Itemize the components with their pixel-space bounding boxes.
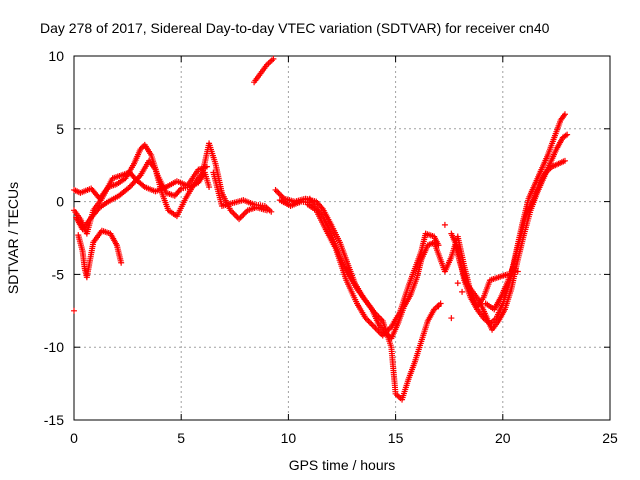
data-point <box>448 315 455 322</box>
data-point <box>240 211 247 218</box>
data-point <box>371 323 378 330</box>
data-point <box>270 55 277 62</box>
data-point <box>236 216 243 223</box>
y-tick-label: 5 <box>56 121 64 137</box>
y-tick-label: -10 <box>44 339 64 355</box>
data-point <box>564 131 571 138</box>
series-track-4 <box>75 227 125 281</box>
data-point <box>561 157 568 164</box>
data-point <box>459 288 466 295</box>
data-point <box>514 268 521 275</box>
data-point <box>118 259 125 266</box>
data-point <box>561 111 568 118</box>
series-track-9 <box>304 201 442 339</box>
series-track-8 <box>276 197 444 403</box>
x-axis-label: GPS time / hours <box>289 457 396 473</box>
series-track-5 <box>210 169 275 215</box>
series-track-7 <box>272 186 511 342</box>
data-point <box>435 303 442 310</box>
x-tick-label: 10 <box>281 430 297 446</box>
data-point <box>273 188 280 195</box>
data-point <box>268 208 275 215</box>
series-outliers <box>71 195 521 322</box>
chart-title: Day 278 of 2017, Sidereal Day-to-day VTE… <box>40 20 550 36</box>
data-point <box>276 191 283 198</box>
y-tick-label: 0 <box>56 194 64 210</box>
data-point <box>368 320 375 327</box>
axis-ticks: 0 5 10 15 20 25 -15 -10 -5 0 5 10 <box>44 48 618 446</box>
data-point <box>206 184 213 191</box>
x-tick-label: 20 <box>495 430 511 446</box>
data-point <box>306 195 313 202</box>
data-point <box>238 213 245 220</box>
data-point <box>233 213 240 220</box>
data-point <box>275 189 282 196</box>
data-point <box>366 319 373 326</box>
y-tick-label: 10 <box>48 48 64 64</box>
data-point <box>278 192 285 199</box>
data-point <box>231 211 238 218</box>
data-point <box>230 210 237 217</box>
x-tick-label: 25 <box>602 430 618 446</box>
grid-lines <box>74 56 610 420</box>
data-point <box>435 242 442 249</box>
x-tick-label: 5 <box>177 430 185 446</box>
y-axis-label: SDTVAR / TECUs <box>5 182 21 294</box>
y-tick-label: -5 <box>52 266 65 282</box>
data-point <box>369 322 376 329</box>
data-point <box>241 210 248 217</box>
x-tick-label: 0 <box>70 430 78 446</box>
series-track-11 <box>452 131 571 333</box>
series-track-12 <box>482 157 568 313</box>
data-point <box>343 265 350 272</box>
data-point <box>237 214 244 221</box>
plot-area-border <box>73 55 611 421</box>
data-point <box>272 186 279 193</box>
data-points <box>71 55 571 403</box>
data-point <box>71 307 77 314</box>
x-tick-label: 15 <box>388 430 404 446</box>
data-point <box>454 280 461 287</box>
series-track-6 <box>251 55 277 86</box>
data-point <box>365 317 372 324</box>
data-point <box>441 221 448 228</box>
y-tick-label: -15 <box>44 412 64 428</box>
